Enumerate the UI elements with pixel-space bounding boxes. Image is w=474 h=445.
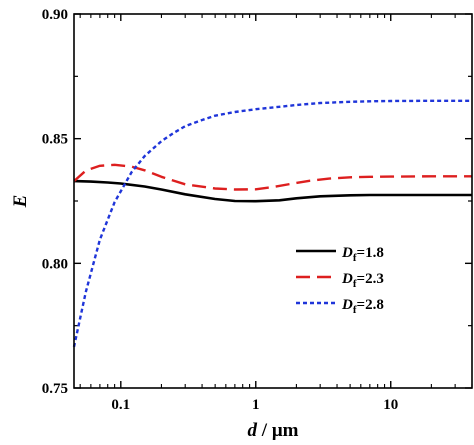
y-tick-label: 0.85: [42, 132, 68, 148]
x-tick-label: 10: [383, 397, 398, 413]
series-line-2: [73, 163, 472, 191]
x-axis-title: d / μm: [248, 420, 299, 441]
legend: Df=1.8 Df=2.3 Df=2.8: [296, 245, 384, 316]
legend-label-2: Df=2.3: [341, 271, 384, 290]
legend-label-3: Df=2.8: [341, 297, 384, 316]
y-tick-label: 0.90: [42, 7, 68, 23]
y-tick-label: 0.75: [42, 381, 68, 397]
series-line-3: [72, 99, 472, 348]
x-tick-label: 0.1: [111, 397, 130, 413]
series-layer: [72, 99, 472, 348]
legend-label-1: Df=1.8: [341, 245, 384, 264]
plot-frame: [73, 13, 473, 389]
x-tick-label: 1: [252, 397, 260, 413]
y-axis-title: E: [10, 195, 31, 209]
x-axis-unit: / μm: [257, 420, 299, 441]
y-tick-label: 0.80: [42, 256, 68, 272]
series-line-1: [73, 179, 472, 203]
x-axis-variable: d: [248, 420, 258, 441]
